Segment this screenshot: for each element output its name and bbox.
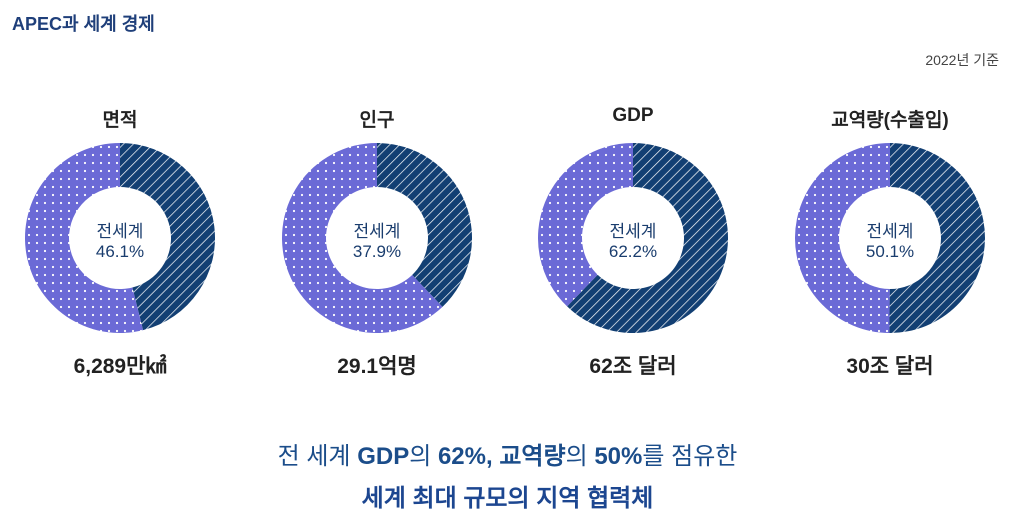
amount-value: 62조 달러: [589, 355, 677, 378]
apec-share-slice: [889, 143, 985, 333]
chart-title: 인구: [359, 110, 395, 131]
center-value: 37.9%: [352, 242, 402, 261]
summary-emphasis: GDP: [357, 443, 410, 470]
rest-of-world-slice: [282, 143, 443, 333]
center-label: 전세계: [96, 222, 144, 241]
amount-value: 30조 달러: [846, 355, 934, 378]
chart-area: 면적 전세계 46.1% 6,289만㎢: [20, 105, 220, 380]
center-value: 50.1%: [865, 242, 915, 261]
donut-area: [25, 143, 215, 333]
chart-population: 인구 전세계 37.9% 29.1억명: [277, 105, 477, 380]
summary-line-1: 전 세계 GDP의 62%, 교역량의 50%를 점유한: [0, 436, 1015, 471]
summary-line-2: 세계 최대 규모의 지역 협력체: [361, 485, 654, 512]
summary-emphasis: 50%: [594, 443, 643, 470]
summary-text: 의: [409, 443, 438, 470]
rest-of-world-slice: [25, 143, 144, 333]
chart-title: GDP: [612, 105, 654, 126]
donut-trade: [795, 143, 985, 333]
chart-gdp: GDP 전세계 62.2% 62조 달러: [533, 105, 733, 380]
chart-title: 교역량(수출입): [831, 110, 949, 131]
rest-of-world-slice: [538, 143, 633, 307]
summary-text: 의: [565, 443, 595, 470]
amount-value: 6,289만㎢: [73, 355, 167, 378]
donut-population: [282, 143, 472, 333]
center-label: 전세계: [866, 222, 914, 241]
page-title: APEC과 세계 경제: [12, 14, 155, 34]
donut-gdp: [538, 143, 728, 333]
summary-emphasis: 62%, 교역량: [437, 443, 566, 470]
center-value: 62.2%: [608, 242, 658, 261]
center-label: 전세계: [609, 222, 657, 241]
summary-text: 를 점유한: [642, 443, 738, 470]
apec-share-slice: [377, 143, 472, 307]
amount-value: 29.1억명: [337, 355, 417, 378]
chart-trade: 교역량(수출입) 전세계 50.1% 30조 달러: [790, 105, 990, 380]
chart-title: 면적: [102, 110, 138, 131]
basis-year-note: 2022년 기준: [925, 52, 999, 68]
center-label: 전세계: [353, 222, 401, 241]
apec-share-slice: [567, 143, 728, 333]
apec-share-slice: [120, 143, 215, 331]
center-value: 46.1%: [95, 242, 145, 261]
rest-of-world-slice: [795, 143, 890, 333]
summary-text: 전 세계: [277, 443, 358, 470]
